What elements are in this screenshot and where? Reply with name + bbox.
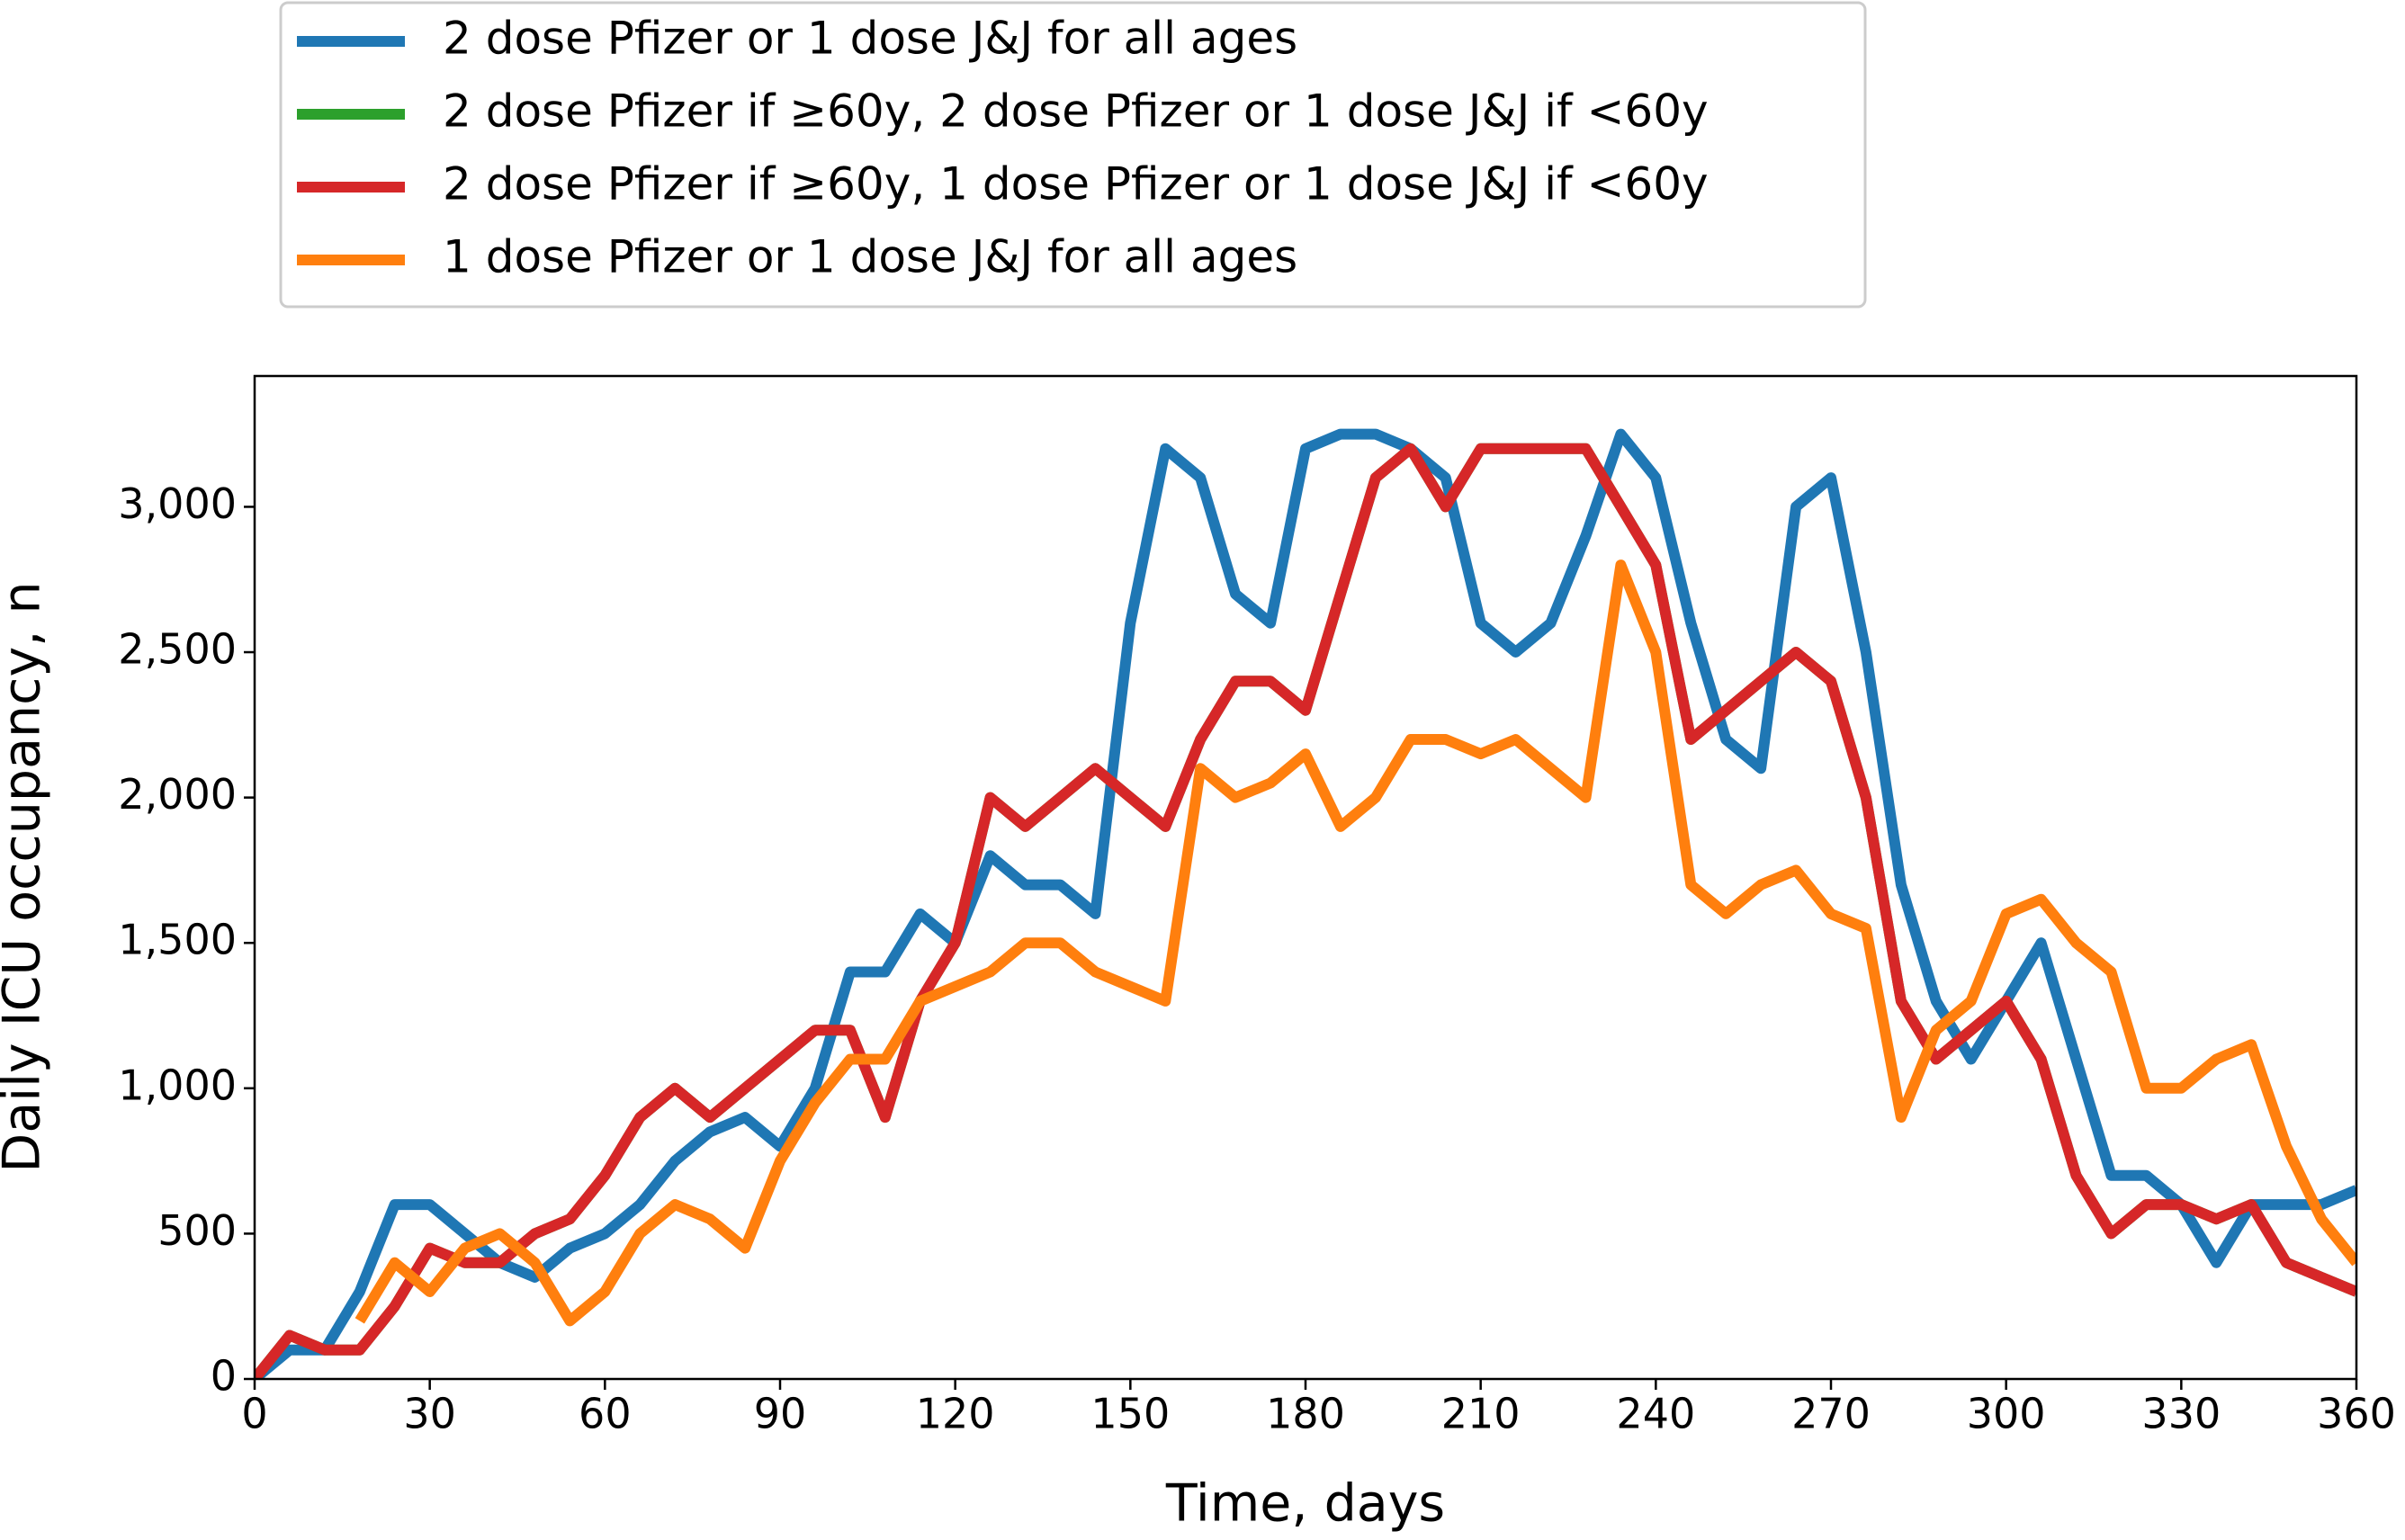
legend-label: 2 dose Pfizer if ≥60y, 2 dose Pfizer or … (443, 85, 1709, 138)
x-tick-label: 300 (1967, 1390, 2046, 1438)
y-tick-label: 3,000 (118, 479, 237, 528)
x-tick-label: 120 (916, 1390, 995, 1438)
legend-box (279, 1, 1867, 309)
x-axis-label: Time, days (1165, 1474, 1445, 1534)
x-tick-label: 330 (2141, 1390, 2221, 1438)
x-tick-label: 360 (2317, 1390, 2396, 1438)
x-tick-label: 60 (579, 1390, 632, 1438)
y-tick-label: 1,500 (118, 916, 237, 964)
x-tick-label: 30 (403, 1390, 456, 1438)
x-tick-label: 0 (241, 1390, 267, 1438)
y-axis-label: Daily ICU occupancy, n (0, 581, 52, 1172)
legend-label: 2 dose Pfizer if ≥60y, 1 dose Pfizer or … (443, 158, 1709, 210)
y-tick-label: 1,000 (118, 1061, 237, 1109)
x-tick-label: 180 (1266, 1390, 1345, 1438)
x-tick-label: 90 (754, 1390, 807, 1438)
x-tick-label: 270 (1791, 1390, 1871, 1438)
x-tick-label: 240 (1616, 1390, 1695, 1438)
y-tick-label: 500 (157, 1206, 237, 1255)
legend-label: 1 dose Pfizer or 1 dose J&J for all ages (443, 231, 1297, 283)
x-tick-label: 150 (1090, 1390, 1170, 1438)
y-tick-label: 2,000 (118, 770, 237, 819)
legend-label: 2 dose Pfizer or 1 dose J&J for all ages (443, 13, 1297, 65)
series-line (255, 443, 2356, 1379)
series-line (354, 560, 2356, 1327)
y-tick-label: 0 (211, 1352, 237, 1401)
series-line (255, 443, 2356, 1379)
x-tick-label: 210 (1441, 1390, 1521, 1438)
plot-frame (253, 374, 2358, 1381)
y-tick-label: 2,500 (118, 625, 237, 674)
